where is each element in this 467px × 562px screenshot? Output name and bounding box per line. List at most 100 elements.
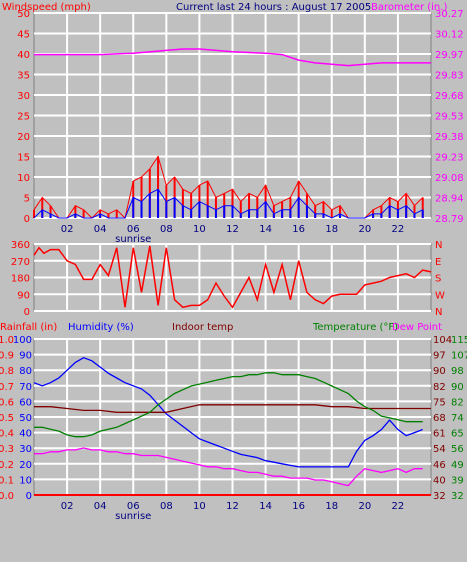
wind-tick-label: 30 <box>17 91 30 102</box>
x-tick-label-top: 06 <box>127 224 140 235</box>
baro-tick-label: 28.79 <box>435 214 464 225</box>
baro-tick-label: 29.23 <box>435 153 464 164</box>
temp-tick-label-right: 90 <box>451 382 464 393</box>
x-tick-label-top: 16 <box>292 224 305 235</box>
x-tick-label-bottom: 16 <box>292 501 305 512</box>
direction-tick-label: 90 <box>17 290 30 301</box>
temp-tick-label-right: 32 <box>451 491 464 502</box>
humidity-tick-label: 40 <box>19 429 32 440</box>
temp-tick-label-right: 82 <box>451 397 464 408</box>
temp-tick-label-left: 104 <box>433 335 452 346</box>
x-tick-label-top: 22 <box>392 224 405 235</box>
wind-tick-label: 10 <box>17 173 30 184</box>
wind-tick-label: 0 <box>24 214 30 225</box>
temp-tick-label-right: 65 <box>451 429 464 440</box>
x-tick-label-bottom: 02 <box>61 501 74 512</box>
rain-tick-label: 0.7 <box>0 382 14 393</box>
temp-tick-label-right: 98 <box>451 366 464 377</box>
wind_avg-line <box>33 188 423 219</box>
x-tick-label-bottom: 06 <box>127 501 140 512</box>
temp-tick-label-left: 61 <box>433 429 446 440</box>
rain-tick-label: 0.3 <box>0 444 14 455</box>
x-tick-label-top: 20 <box>358 224 371 235</box>
x-tick-label-bottom: 08 <box>160 501 173 512</box>
x-tick-label-top: 08 <box>160 224 173 235</box>
baro-axis-title: Barometer (in.) <box>371 2 447 13</box>
wind-tick-label: 15 <box>17 153 30 164</box>
humidity-tick-label: 20 <box>19 460 32 471</box>
x-tick-label-top: 02 <box>61 224 74 235</box>
wind-tick-label: 45 <box>17 30 30 41</box>
x-tick-label-top: 10 <box>193 224 206 235</box>
temp-tick-label-right: 115 <box>451 335 467 346</box>
temp-tick-label-left: 90 <box>433 366 446 377</box>
humidity-tick-label: 80 <box>19 366 32 377</box>
dewpoint-axis-title: Dew Point <box>392 322 442 333</box>
rain-tick-label: 0.5 <box>0 413 14 424</box>
baro-tick-label: 29.83 <box>435 71 464 82</box>
compass-tick-label: S <box>435 274 441 285</box>
wind-tick-label: 40 <box>17 50 30 61</box>
wind-tick-label: 5 <box>24 194 30 205</box>
wind-direction-line <box>33 245 432 309</box>
temp-tick-label-left: 75 <box>433 397 446 408</box>
rain-tick-label: 0.4 <box>0 429 14 440</box>
temp-tick-label-right: 39 <box>451 475 464 486</box>
baro-tick-label: 29.08 <box>435 173 464 184</box>
temp-tick-label-right: 74 <box>451 413 464 424</box>
temp-tick-label-left: 40 <box>433 475 446 486</box>
humidity-tick-label: 50 <box>19 413 32 424</box>
baro-tick-label: 30.12 <box>435 30 464 41</box>
temp-tick-label-right: 107 <box>451 351 467 362</box>
temp-tick-label-left: 68 <box>433 413 446 424</box>
direction-tick-label: 180 <box>11 274 30 285</box>
compass-tick-label: E <box>435 257 441 268</box>
baro-tick-label: 29.97 <box>435 50 464 61</box>
x-tick-label-top: 18 <box>325 224 338 235</box>
temp-tick-label-left: 46 <box>433 460 446 471</box>
sunrise-label-bottom: sunrise <box>115 511 151 522</box>
wind-tick-label: 50 <box>17 9 30 20</box>
wind-axis-title: Windspeed (mph) <box>2 2 91 13</box>
x-tick-label-bottom: 14 <box>259 501 272 512</box>
compass-tick-label: N <box>435 240 442 251</box>
humidity-tick-label: 70 <box>19 382 32 393</box>
humidity-line <box>33 356 423 468</box>
temp-tick-label-left: 82 <box>433 382 446 393</box>
indoor-line <box>34 404 431 413</box>
temp-tick-label-left: 97 <box>433 351 446 362</box>
rain-tick-label: 0.2 <box>0 460 14 471</box>
x-tick-label-top: 04 <box>94 224 107 235</box>
wind-tick-label: 35 <box>17 71 30 82</box>
x-tick-label-bottom: 22 <box>392 501 405 512</box>
wind-tick-label: 20 <box>17 132 30 143</box>
humidity-tick-label: 30 <box>19 444 32 455</box>
rainfall-axis-title: Rainfall (in) <box>0 322 57 333</box>
barometer-line <box>34 48 431 67</box>
x-tick-label-bottom: 04 <box>94 501 107 512</box>
compass-tick-label: N <box>435 307 442 318</box>
temp-tick-label-right: 49 <box>451 460 464 471</box>
baro-tick-label: 29.68 <box>435 91 464 102</box>
temperature-axis-title: Temperature (°F) <box>312 322 398 333</box>
x-tick-label-bottom: 20 <box>358 501 371 512</box>
x-tick-label-top: 12 <box>226 224 239 235</box>
humidity-tick-label: 10 <box>19 475 32 486</box>
sunrise-label-top: sunrise <box>115 234 151 245</box>
humidity-tick-label: 90 <box>19 351 32 362</box>
rain-tick-label: 0.1 <box>0 475 14 486</box>
baro-tick-label: 30.27 <box>435 9 464 20</box>
chart-title: Current last 24 hours : August 17 2005 <box>176 2 371 13</box>
temp-tick-label-left: 32 <box>433 491 446 502</box>
indoor-temp-title: Indoor temp <box>172 322 233 333</box>
humidity-tick-label: 100 <box>13 335 32 346</box>
x-tick-label-bottom: 12 <box>226 501 239 512</box>
wind-tick-label: 25 <box>17 112 30 123</box>
rain-tick-label: 0.9 <box>0 351 14 362</box>
baro-tick-label: 29.38 <box>435 132 464 143</box>
baro-tick-label: 28.94 <box>435 194 464 205</box>
humidity-axis-title: Humidity (%) <box>68 322 134 333</box>
humidity-tick-label: 0 <box>26 491 32 502</box>
direction-tick-label: 360 <box>11 240 30 251</box>
